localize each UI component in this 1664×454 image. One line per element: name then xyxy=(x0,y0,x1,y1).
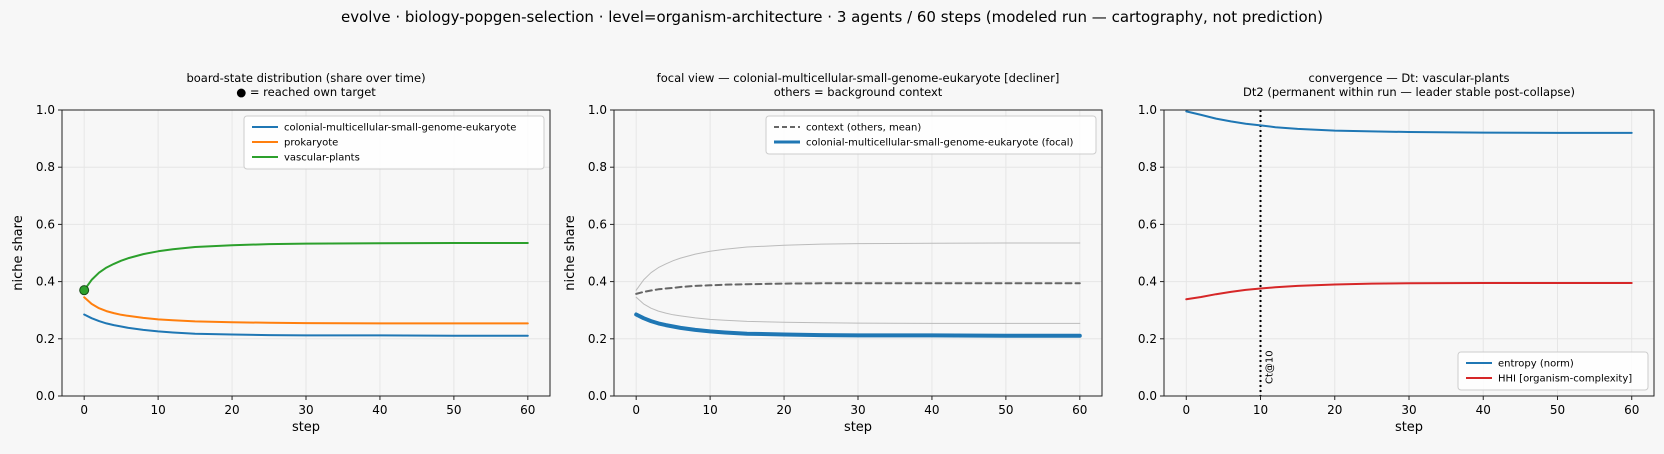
chart-title-line: convergence — Dt: vascular-plants xyxy=(1309,71,1510,85)
legend-entry: context (others, mean) xyxy=(806,123,921,134)
x-tick-label: 60 xyxy=(520,403,535,417)
y-tick-label: 1.0 xyxy=(1138,103,1157,117)
y-tick-label: 0.0 xyxy=(588,389,607,403)
legend-entry: colonial-multicellular-small-genome-euka… xyxy=(806,138,1074,149)
series-line-1 xyxy=(83,313,529,337)
x-tick-label: 40 xyxy=(924,403,939,417)
axes-frame xyxy=(613,109,1103,397)
chart-title-line: others = background context xyxy=(774,85,943,99)
x-tick-label: 40 xyxy=(1476,403,1491,417)
y-tick-label: 0.8 xyxy=(36,160,55,174)
chart-title-line: ● = reached own target xyxy=(236,85,376,99)
y-tick-label: 0.6 xyxy=(36,217,55,231)
y-tick-label: 0.6 xyxy=(588,217,607,231)
y-tick-label: 0.4 xyxy=(588,275,607,289)
x-tick-label: 50 xyxy=(998,403,1013,417)
y-axis-label: niche share xyxy=(11,215,26,290)
x-axis-label: step xyxy=(844,420,872,435)
chart-title-line: board-state distribution (share over tim… xyxy=(186,71,425,85)
y-tick-label: 0.2 xyxy=(588,332,607,346)
x-tick-label: 0 xyxy=(1182,403,1190,417)
x-tick-label: 10 xyxy=(1253,403,1268,417)
x-tick-label: 10 xyxy=(702,403,717,417)
series-line-1 xyxy=(1185,110,1633,134)
legend: entropy (norm) HHI [organism-complexity] xyxy=(1457,351,1649,391)
x-tick-label: 50 xyxy=(446,403,461,417)
y-tick-label: 0.8 xyxy=(1138,160,1157,174)
legend-entry: vascular-plants xyxy=(284,153,360,164)
legend-entry: entropy (norm) xyxy=(1498,359,1574,370)
series-line-1 xyxy=(635,242,1081,291)
series-line-2 xyxy=(1185,282,1633,301)
chart-panel-1: 0 10 20 30 40 50 60 0.0 0.2 0.4 0.6 0.8 1.0 board-sta… xyxy=(11,71,551,435)
axes-frame xyxy=(61,109,551,397)
convergence-vline-label: Ct@10 xyxy=(1265,350,1276,384)
legend-box xyxy=(1457,351,1649,391)
x-tick-label: 60 xyxy=(1624,403,1639,417)
legend: colonial-multicellular-small-genome-euka… xyxy=(243,115,545,170)
axes-frame xyxy=(1163,109,1655,397)
y-tick-label: 1.0 xyxy=(588,103,607,117)
series-line-3 xyxy=(635,282,1081,295)
x-tick-label: 30 xyxy=(298,403,313,417)
x-axis-label: step xyxy=(292,420,320,435)
chart-panel-3: 0 10 20 30 40 50 60 0.0 0.2 0.4 0.6 0.8 1.0 Ct@10 conv… xyxy=(1138,71,1655,435)
y-tick-label: 0.2 xyxy=(36,332,55,346)
x-axis-label: step xyxy=(1395,420,1423,435)
x-tick-label: 20 xyxy=(1327,403,1342,417)
target-reached-marker xyxy=(79,285,90,296)
y-tick-label: 0.0 xyxy=(1138,389,1157,403)
x-tick-label: 10 xyxy=(150,403,165,417)
y-tick-label: 0.6 xyxy=(1138,217,1157,231)
chart-title-line: Dt2 (permanent within run — leader stabl… xyxy=(1243,85,1575,99)
figure-suptitle: evolve · biology-popgen-selection · leve… xyxy=(341,8,1323,26)
series-line-2 xyxy=(635,296,1081,324)
legend-box xyxy=(765,115,1097,155)
x-tick-label: 30 xyxy=(850,403,865,417)
plots-container: 0 10 20 30 40 50 60 0.0 0.2 0.4 0.6 0.8 1.0 board-sta… xyxy=(11,71,1655,435)
y-axis-label: niche share xyxy=(563,215,578,290)
x-tick-label: 0 xyxy=(632,403,640,417)
y-tick-label: 0.4 xyxy=(36,275,55,289)
chart-panel-2: 0 10 20 30 40 50 60 0.0 0.2 0.4 0.6 0.8 1.0 focal vie… xyxy=(563,71,1103,435)
chart-title-line: focal view — colonial-multicellular-smal… xyxy=(657,71,1060,85)
x-tick-label: 50 xyxy=(1550,403,1565,417)
x-tick-label: 30 xyxy=(1401,403,1416,417)
y-tick-label: 0.8 xyxy=(588,160,607,174)
x-tick-label: 40 xyxy=(372,403,387,417)
legend: context (others, mean) colonial-multicell… xyxy=(765,115,1097,155)
x-tick-label: 60 xyxy=(1072,403,1087,417)
legend-entry: prokaryote xyxy=(284,138,338,149)
legend-entry: HHI [organism-complexity] xyxy=(1498,374,1632,385)
series-line-2 xyxy=(83,296,529,325)
series-line-3 xyxy=(83,242,529,292)
y-tick-label: 0.0 xyxy=(36,389,55,403)
y-tick-label: 0.2 xyxy=(1138,332,1157,346)
legend-box xyxy=(243,115,545,170)
y-tick-label: 1.0 xyxy=(36,103,55,117)
x-tick-label: 0 xyxy=(80,403,88,417)
legend-entry: colonial-multicellular-small-genome-euka… xyxy=(284,123,516,134)
series-line-4 xyxy=(634,312,1082,338)
x-tick-label: 20 xyxy=(776,403,791,417)
x-tick-label: 20 xyxy=(224,403,239,417)
y-tick-label: 0.4 xyxy=(1138,275,1157,289)
